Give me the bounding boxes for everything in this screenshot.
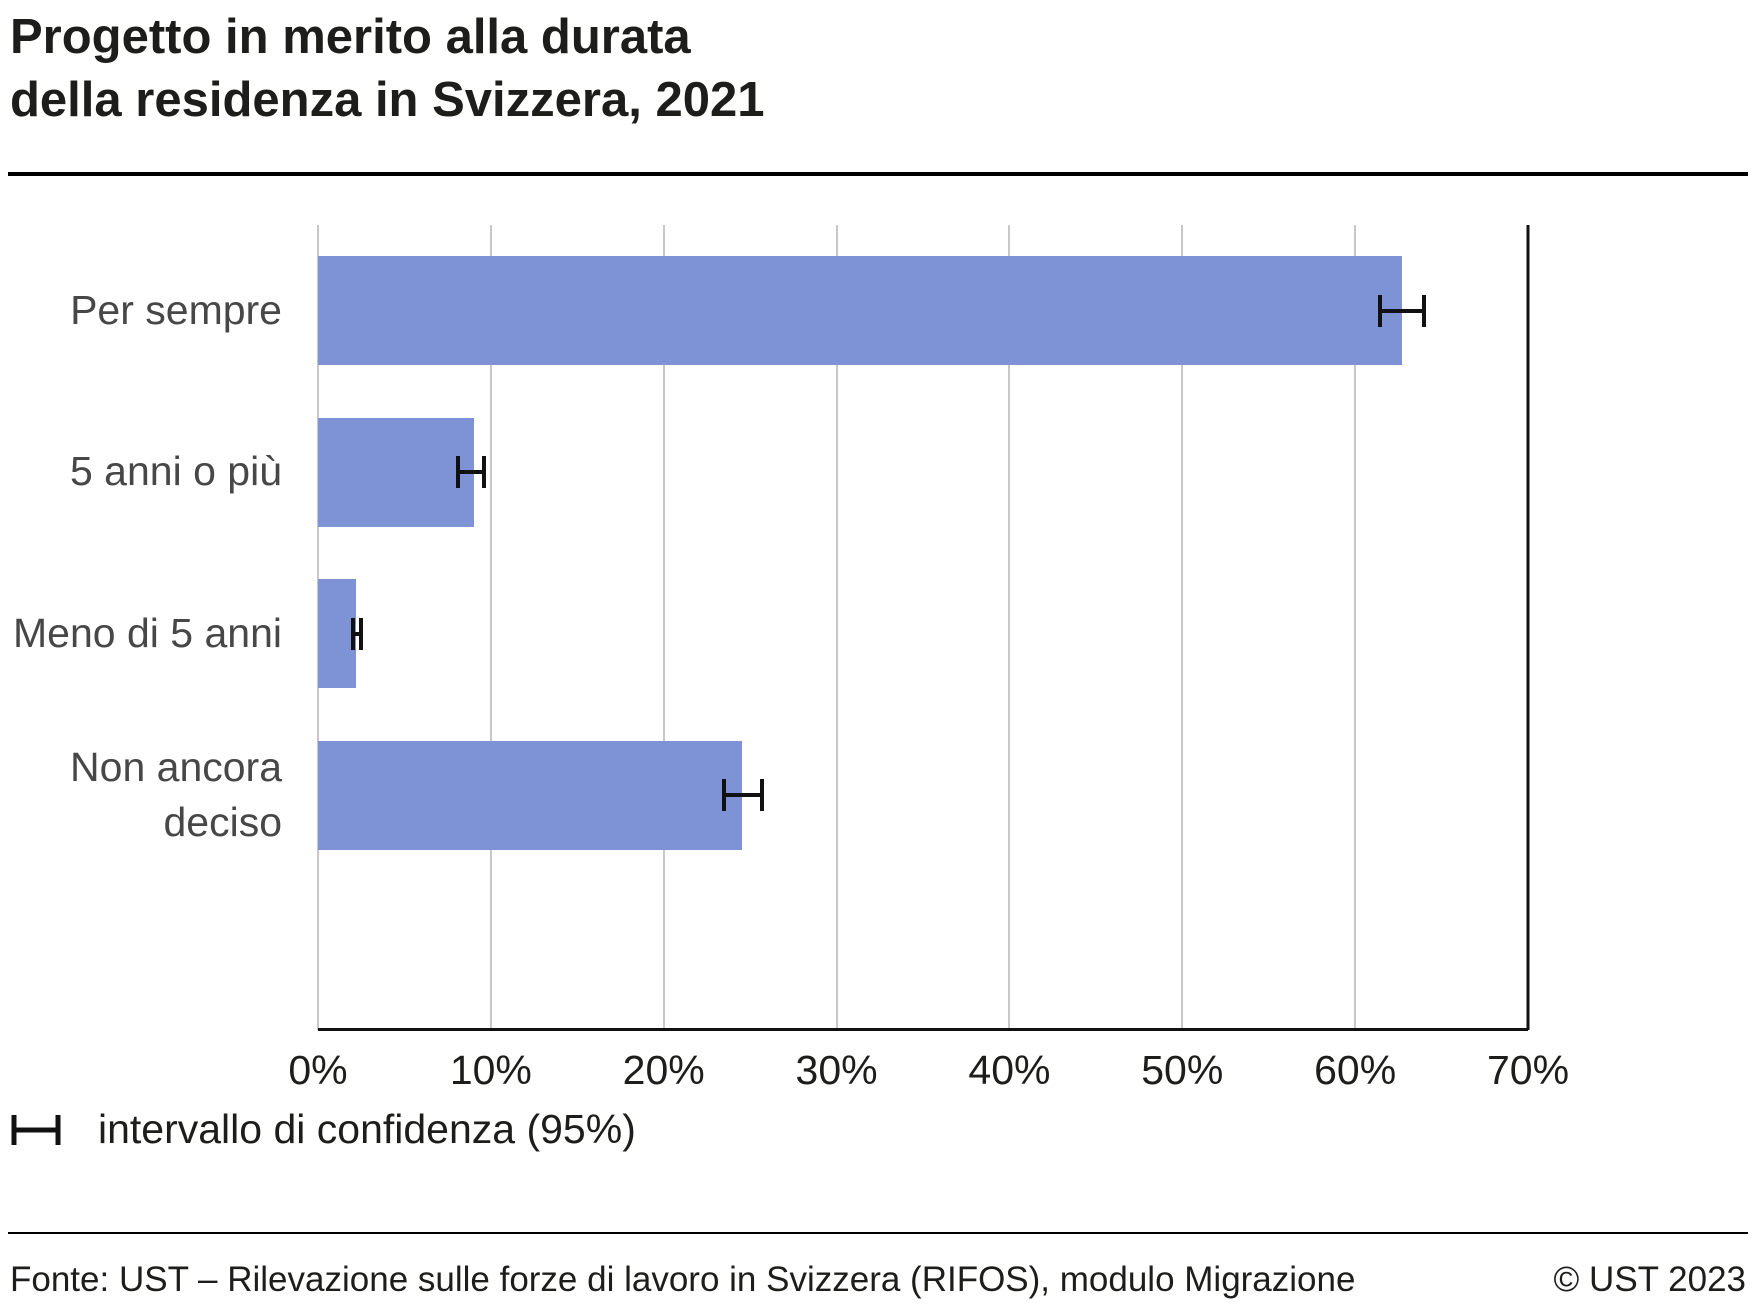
x-tick-label: 70% [1486, 1047, 1570, 1093]
footer: Fonte: UST – Rilevazione sulle forze di … [10, 1260, 1746, 1300]
gridline [835, 225, 838, 1030]
category-label: Non ancora deciso [70, 743, 282, 845]
x-tick-label: 60% [1314, 1047, 1397, 1093]
confidence-interval [350, 631, 363, 636]
bar [318, 417, 474, 527]
gridline [1354, 225, 1357, 1030]
gridline [1008, 225, 1011, 1030]
x-tick-label: 20% [622, 1047, 705, 1093]
x-tick-label: 0% [288, 1047, 348, 1093]
bar [318, 256, 1402, 365]
bar [318, 579, 357, 688]
page-title: Progetto in merito alla durata della res… [10, 10, 765, 127]
confidence-interval [722, 793, 764, 797]
bar [318, 740, 742, 850]
confidence-interval [1377, 308, 1426, 313]
gridline [1181, 225, 1184, 1030]
bar-chart: Per sempre 5 anni o più Meno di 5 anni Non … [0, 225, 1756, 1125]
category-axis: Per sempre 5 anni o più Meno di 5 anni Non … [0, 225, 318, 1030]
gridline [1526, 225, 1530, 1030]
category-label: 5 anni o più [69, 448, 282, 495]
x-tick-label: 50% [1141, 1047, 1224, 1093]
source-text: Fonte: UST – Rilevazione sulle forze di … [10, 1260, 1356, 1299]
confidence-interval [456, 470, 486, 474]
gridline [662, 225, 665, 1030]
footer-divider [8, 1232, 1748, 1234]
x-tick-label: 40% [968, 1047, 1051, 1093]
category-label: Meno di 5 anni [13, 609, 282, 656]
x-tick-label: 30% [795, 1047, 878, 1093]
gridline [489, 225, 492, 1030]
copyright-text: © UST 2023 [1553, 1260, 1746, 1299]
category-label: Per sempre [70, 286, 282, 333]
x-axis: 0% 10% 20% 30% 40% 50% 60% 70% [288, 1047, 1569, 1099]
title-divider [8, 172, 1748, 176]
plot-area [317, 225, 1530, 1031]
x-tick-label: 10% [449, 1047, 532, 1093]
legend: intervallo di confidenza (95%) [10, 1106, 636, 1153]
x-axis-line [318, 1028, 1528, 1031]
legend-label: intervallo di confidenza (95%) [98, 1106, 636, 1152]
error-bar-icon [11, 1114, 61, 1145]
